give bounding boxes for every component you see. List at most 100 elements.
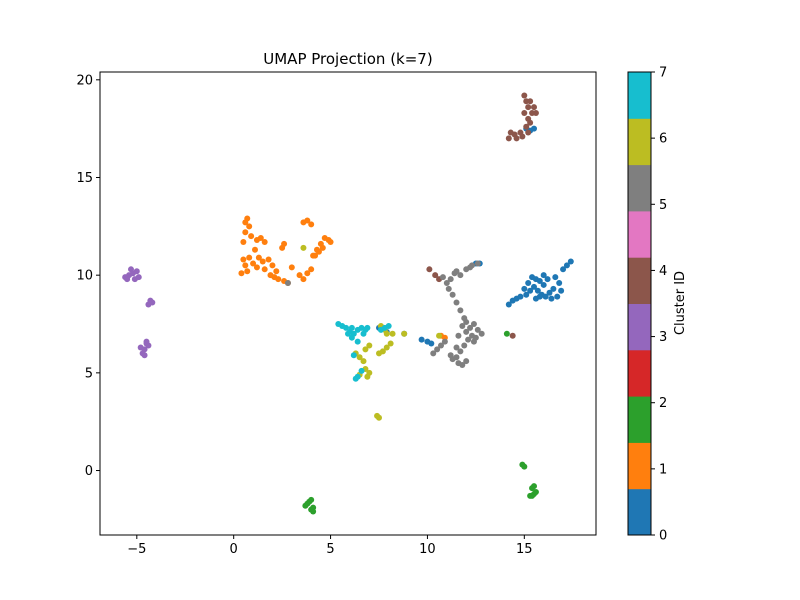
data-point-cluster-5 <box>447 352 454 359</box>
data-point-cluster-1 <box>304 270 311 277</box>
data-point-cluster-0 <box>550 285 557 292</box>
colorbar-segment <box>628 210 651 258</box>
colorbar-segment <box>628 488 651 536</box>
data-point-cluster-6 <box>401 330 408 337</box>
data-point-cluster-4 <box>521 110 528 117</box>
data-point-cluster-1 <box>242 262 249 269</box>
data-point-cluster-2 <box>503 330 510 337</box>
data-point-cluster-1 <box>244 268 251 275</box>
data-point-cluster-5 <box>478 330 485 337</box>
colorbar-tick-label: 5 <box>659 198 667 213</box>
data-point-cluster-6 <box>389 330 396 337</box>
colorbar-tick-label: 2 <box>659 396 667 411</box>
data-point-cluster-7 <box>343 324 350 331</box>
data-point-cluster-6 <box>362 346 369 353</box>
data-point-cluster-0 <box>554 293 561 300</box>
data-point-cluster-1 <box>296 272 303 279</box>
data-point-cluster-3 <box>147 297 154 304</box>
data-point-cluster-5 <box>439 274 446 281</box>
data-point-cluster-1 <box>310 252 317 259</box>
data-point-cluster-7 <box>354 373 361 380</box>
y-tick-label: 20 <box>76 73 93 88</box>
data-point-cluster-4 <box>519 133 526 140</box>
colorbar-tick-label: 3 <box>659 330 667 345</box>
data-point-cluster-7 <box>358 367 365 374</box>
data-point-cluster-5 <box>459 362 466 369</box>
data-point-cluster-0 <box>546 289 553 296</box>
data-point-cluster-3 <box>124 276 131 283</box>
data-point-cluster-5 <box>470 321 477 328</box>
data-point-cluster-6 <box>300 244 307 251</box>
data-point-cluster-0 <box>428 340 435 347</box>
data-point-cluster-3 <box>141 352 148 359</box>
data-point-cluster-5 <box>457 348 464 355</box>
data-point-cluster-2 <box>532 489 539 496</box>
data-point-cluster-3 <box>133 268 140 275</box>
data-point-cluster-4 <box>521 92 528 99</box>
data-point-cluster-5 <box>441 338 448 345</box>
data-point-cluster-0 <box>525 279 532 286</box>
data-point-cluster-1 <box>273 268 280 275</box>
data-point-cluster-5 <box>470 338 477 345</box>
data-point-cluster-1 <box>246 254 253 261</box>
data-point-cluster-5 <box>459 322 466 329</box>
data-point-cluster-5 <box>438 342 444 349</box>
chart-title: UMAP Projection (k=7) <box>263 50 432 68</box>
data-point-cluster-4 <box>525 104 532 111</box>
data-point-cluster-5 <box>453 344 460 351</box>
data-point-cluster-0 <box>521 285 528 292</box>
data-point-cluster-7 <box>360 330 367 337</box>
data-point-cluster-3 <box>143 338 150 345</box>
data-point-cluster-1 <box>246 223 253 230</box>
data-point-cluster-6 <box>379 348 386 355</box>
y-tick-label: 5 <box>85 366 93 381</box>
data-point-cluster-5 <box>463 328 470 335</box>
data-point-cluster-0 <box>527 287 534 294</box>
data-point-cluster-5 <box>434 346 441 353</box>
data-point-cluster-5 <box>284 279 291 286</box>
colorbar-segment <box>628 257 651 304</box>
colorbar-segment <box>628 303 651 351</box>
data-point-cluster-4 <box>527 119 534 126</box>
data-point-cluster-6 <box>383 330 390 337</box>
data-point-cluster-5 <box>467 324 474 331</box>
data-point-cluster-6 <box>356 354 363 361</box>
plot-frame <box>99 71 597 536</box>
data-point-cluster-1 <box>248 233 255 240</box>
colorbar-tick-label: 4 <box>659 264 667 279</box>
data-point-cluster-7 <box>348 324 355 331</box>
data-point-cluster-5 <box>457 272 464 279</box>
data-point-cluster-7 <box>354 338 361 345</box>
data-point-cluster-1 <box>242 229 249 236</box>
data-point-cluster-0 <box>534 287 541 294</box>
data-point-cluster-1 <box>261 266 268 273</box>
data-point-cluster-6 <box>376 414 382 421</box>
x-tick-label: 10 <box>419 542 436 557</box>
data-point-cluster-5 <box>467 264 474 271</box>
data-point-cluster-5 <box>430 350 437 357</box>
data-point-cluster-6 <box>383 344 390 351</box>
data-point-cluster-1 <box>288 264 295 271</box>
data-point-cluster-0 <box>558 287 565 294</box>
data-point-cluster-6 <box>364 373 371 380</box>
colorbar-tick-label: 0 <box>659 529 667 544</box>
y-tick-label: 0 <box>85 464 93 479</box>
data-point-cluster-0 <box>542 293 549 300</box>
data-point-cluster-6 <box>387 340 394 347</box>
data-point-cluster-5 <box>455 332 462 339</box>
data-point-cluster-0 <box>517 293 524 300</box>
data-point-cluster-0 <box>548 295 555 302</box>
data-point-cluster-1 <box>261 238 268 245</box>
data-point-cluster-0 <box>540 272 547 279</box>
data-point-cluster-4 <box>426 266 433 273</box>
data-point-cluster-0 <box>531 125 537 132</box>
data-point-cluster-1 <box>281 240 288 247</box>
data-point-cluster-2 <box>304 500 311 507</box>
y-axis: 0 5 10 15 20 <box>76 73 100 479</box>
data-point-cluster-1 <box>269 262 276 269</box>
data-point-cluster-1 <box>240 238 247 245</box>
data-point-cluster-7 <box>385 322 392 329</box>
data-point-cluster-5 <box>451 270 458 277</box>
colorbar-segment <box>628 164 651 212</box>
data-point-cluster-0 <box>552 274 559 281</box>
